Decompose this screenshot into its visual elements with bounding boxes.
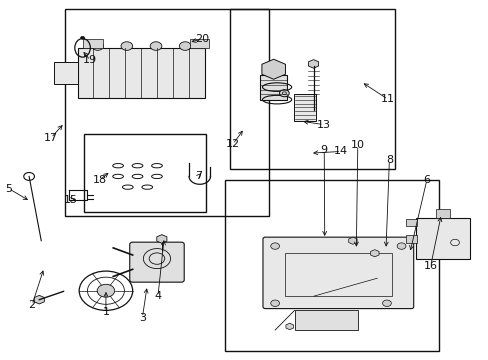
Text: 2: 2 [28,300,36,310]
Text: 19: 19 [83,55,97,65]
Text: 11: 11 [380,94,394,104]
Bar [260,75,286,100]
FancyBboxPatch shape [263,237,413,309]
Bar [83,39,102,48]
Bar [406,219,416,226]
Bar [54,62,78,84]
Text: 9: 9 [320,145,327,155]
Text: 14: 14 [333,147,347,157]
Bar [415,217,468,258]
Bar [78,48,204,98]
Bar [435,208,449,217]
Bar [190,39,209,48]
Circle shape [270,243,279,249]
Circle shape [396,243,405,249]
Circle shape [121,42,132,50]
Text: 16: 16 [423,261,437,271]
Bar [293,94,315,121]
Circle shape [150,42,162,50]
Bar [294,310,357,330]
Text: 17: 17 [44,133,58,143]
Circle shape [382,300,390,306]
Bar [64,9,268,216]
Text: 18: 18 [92,175,106,185]
Text: 13: 13 [316,120,330,130]
FancyBboxPatch shape [129,242,184,282]
Bar [285,253,391,296]
Text: 1: 1 [102,307,109,317]
Circle shape [179,42,191,50]
Text: 20: 20 [195,34,209,44]
Bar [224,180,438,351]
Bar [229,9,394,169]
Text: 15: 15 [64,195,78,204]
Circle shape [279,90,288,97]
Circle shape [81,36,84,39]
Text: 12: 12 [225,139,240,149]
Circle shape [97,284,115,297]
Bar [406,235,416,243]
Circle shape [92,42,103,50]
Text: 3: 3 [139,312,145,323]
Text: 10: 10 [350,140,364,150]
Text: 7: 7 [194,171,202,181]
Text: 5: 5 [5,184,12,194]
Bar [84,134,205,212]
Text: 4: 4 [154,291,161,301]
Text: 8: 8 [385,156,392,165]
Circle shape [270,300,279,306]
Text: 6: 6 [423,175,429,185]
